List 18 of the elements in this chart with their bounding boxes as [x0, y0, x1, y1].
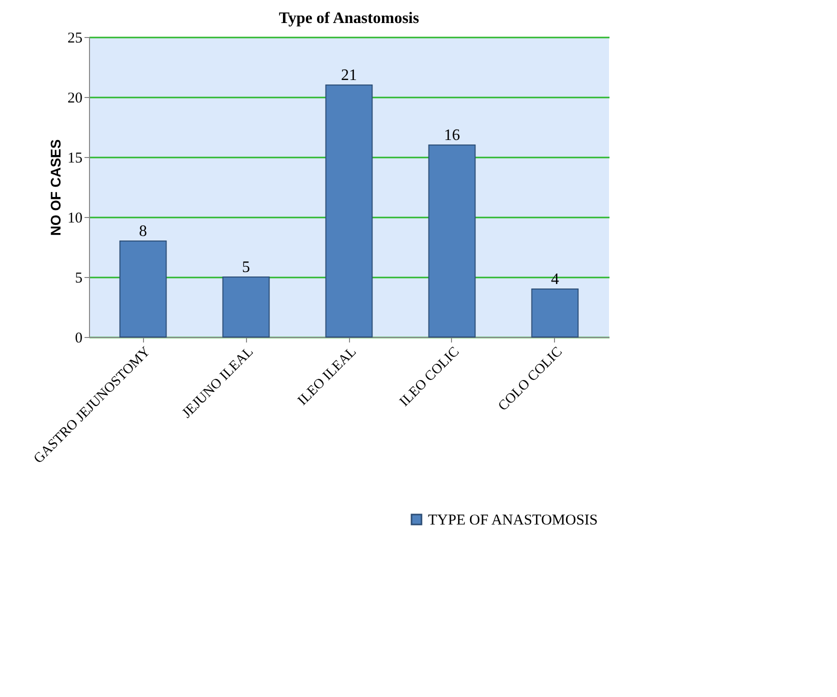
bar: [222, 276, 270, 338]
y-tick-label: 15: [68, 150, 82, 166]
bar: [428, 144, 476, 338]
y-axis-title: NO OF CASES: [48, 139, 64, 236]
chart-title: Type of Anastomosis: [278, 10, 420, 27]
y-tick-label: 10: [68, 210, 82, 226]
y-tick-label: 25: [68, 30, 82, 46]
y-tick-label: 5: [75, 270, 82, 286]
bar: [119, 240, 167, 338]
bar: [531, 288, 579, 338]
data-label: 16: [444, 127, 460, 144]
data-label: 5: [242, 259, 250, 276]
data-label: 8: [139, 223, 148, 240]
data-label: 21: [341, 67, 357, 84]
bar: [325, 84, 373, 338]
y-tick-label: 20: [68, 90, 82, 106]
legend-label: TYPE OF ANASTOMOSIS: [428, 512, 598, 528]
y-tick-label: 0: [75, 330, 82, 346]
